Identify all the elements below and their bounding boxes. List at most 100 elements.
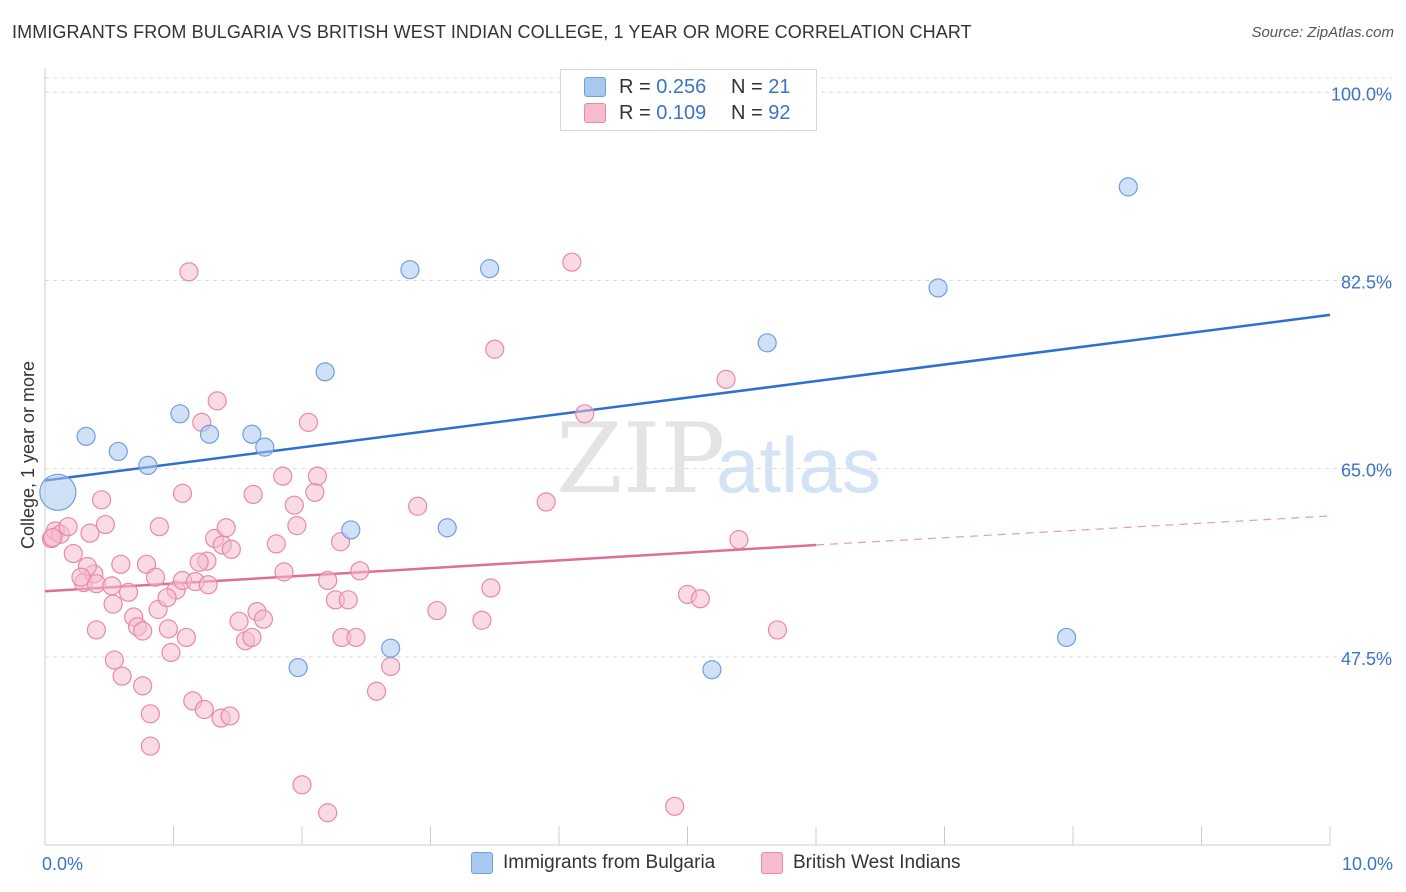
legend-r-label: R =	[619, 101, 651, 124]
point-british-west-indians	[71, 567, 91, 587]
legend-n-value: 92	[768, 101, 791, 124]
point-british-west-indians	[298, 412, 319, 432]
point-british-west-indians	[307, 466, 328, 486]
point-british-west-indians	[350, 561, 370, 581]
legend-swatch-bulgaria	[584, 77, 606, 97]
point-british-west-indians	[665, 796, 685, 816]
point-british-west-indians	[408, 496, 428, 516]
point-british-west-indians	[172, 483, 193, 503]
legend-swatch-bwi	[761, 852, 783, 874]
point-bulgaria	[108, 441, 128, 462]
point-bulgaria	[341, 520, 361, 540]
point-bulgaria	[400, 260, 420, 280]
gridlines	[45, 77, 1392, 658]
y-axis-label: College, 1 year or more	[18, 361, 38, 549]
point-british-west-indians	[273, 466, 293, 486]
point-bulgaria	[437, 518, 457, 538]
point-british-west-indians	[157, 588, 177, 608]
point-bulgaria	[928, 278, 948, 298]
point-british-west-indians	[274, 562, 294, 582]
point-british-west-indians	[176, 627, 196, 648]
point-british-west-indians	[292, 775, 312, 795]
y-tick-label: 82.5%	[1341, 272, 1392, 292]
point-bulgaria	[255, 437, 275, 457]
point-british-west-indians	[216, 518, 236, 538]
legend-n-label: N =	[731, 101, 763, 124]
point-british-west-indians	[242, 627, 262, 648]
point-bulgaria	[199, 424, 220, 444]
point-bulgaria	[39, 473, 77, 511]
point-british-west-indians	[575, 404, 595, 424]
legend-n-label: N =	[731, 75, 763, 98]
point-british-west-indians	[194, 699, 214, 720]
correlation-legend: R = 0.256 N = 21 R = 0.109 N = 92	[560, 69, 817, 131]
y-tick-label: 100.0%	[1331, 84, 1392, 104]
chart-title: IMMIGRANTS FROM BULGARIA VS BRITISH WEST…	[12, 22, 972, 42]
point-british-west-indians	[133, 676, 153, 696]
point-british-west-indians	[481, 578, 501, 598]
point-bulgaria	[1056, 627, 1077, 648]
legend-r-label: R =	[619, 75, 651, 98]
series-legend: Immigrants from Bulgaria British West In…	[0, 852, 1406, 878]
legend-label-bwi: British West Indians	[793, 852, 961, 873]
point-british-west-indians	[220, 706, 240, 726]
point-british-west-indians	[318, 803, 338, 823]
point-british-west-indians	[63, 543, 83, 564]
point-british-west-indians	[485, 339, 505, 359]
legend-item-bwi[interactable]: British West Indians	[761, 852, 961, 874]
point-british-west-indians	[161, 642, 181, 663]
point-british-west-indians	[381, 656, 401, 677]
point-british-west-indians	[91, 490, 112, 510]
point-british-west-indians	[86, 620, 107, 640]
y-tick-label: 65.0%	[1341, 461, 1392, 481]
point-british-west-indians	[198, 575, 218, 595]
point-british-west-indians	[140, 736, 160, 756]
point-british-west-indians	[207, 391, 227, 411]
legend-item-bulgaria[interactable]: Immigrants from Bulgaria	[471, 852, 715, 874]
x-tick-label: 10.0%	[1342, 854, 1393, 874]
point-british-west-indians	[102, 576, 122, 596]
point-british-west-indians	[158, 619, 178, 639]
legend-label-bulgaria: Immigrants from Bulgaria	[503, 852, 716, 873]
watermark-atlas: atlas	[716, 421, 881, 509]
point-british-west-indians	[221, 539, 241, 559]
point-british-west-indians	[690, 589, 710, 609]
point-british-west-indians	[346, 627, 366, 648]
y-tick-label: 47.5%	[1341, 649, 1392, 669]
point-bulgaria	[138, 455, 158, 476]
point-british-west-indians	[149, 517, 169, 537]
point-bulgaria	[702, 660, 722, 680]
data-points	[39, 82, 1138, 823]
point-british-west-indians	[80, 523, 100, 543]
point-british-west-indians	[189, 552, 209, 572]
point-british-west-indians	[253, 609, 274, 629]
tick-labels: 47.5% 65.0% 82.5% 100.0% 0.0% 10.0%	[42, 84, 1393, 874]
point-british-west-indians	[95, 514, 115, 535]
legend-swatch-bwi	[584, 103, 606, 123]
axes	[44, 68, 1331, 846]
legend-n-value: 21	[768, 75, 791, 98]
point-british-west-indians	[472, 610, 492, 630]
point-british-west-indians	[145, 567, 166, 587]
point-bulgaria	[170, 404, 190, 424]
legend-r-value: 0.256	[656, 75, 707, 98]
point-british-west-indians	[318, 570, 338, 591]
point-british-west-indians	[104, 650, 124, 670]
point-british-west-indians	[103, 594, 123, 614]
point-british-west-indians	[43, 527, 63, 548]
source-label: Source: ZipAtlas.com	[1251, 24, 1394, 41]
point-british-west-indians	[266, 534, 286, 554]
point-british-west-indians	[716, 369, 736, 389]
point-british-west-indians	[112, 666, 132, 686]
point-british-west-indians	[140, 704, 160, 724]
point-british-west-indians	[133, 621, 153, 641]
point-bulgaria	[480, 259, 500, 279]
point-british-west-indians	[767, 620, 788, 640]
point-british-west-indians	[179, 262, 199, 282]
point-bulgaria	[288, 657, 308, 678]
point-british-west-indians	[338, 590, 358, 610]
point-british-west-indians	[243, 484, 263, 505]
legend-r-value: 0.109	[656, 101, 707, 124]
point-british-west-indians	[229, 611, 249, 631]
